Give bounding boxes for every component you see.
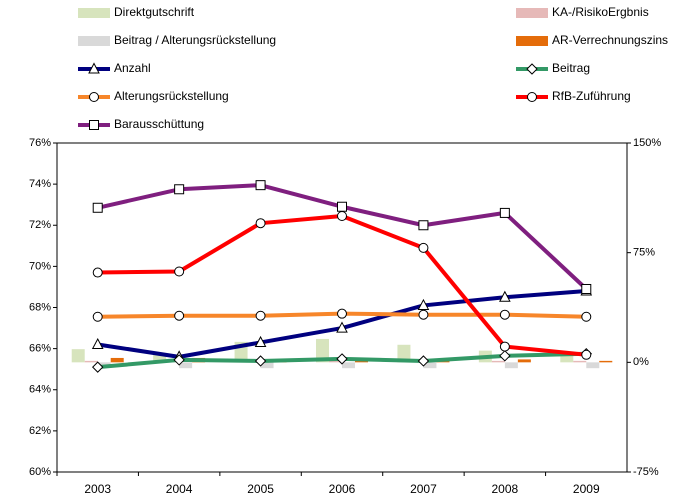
legend-label: AR-Verrechnungszins bbox=[552, 33, 668, 47]
marker bbox=[499, 309, 510, 320]
bar bbox=[397, 344, 411, 363]
y-tick-label: 72% bbox=[29, 219, 51, 231]
bar bbox=[316, 338, 329, 363]
bar bbox=[517, 359, 531, 363]
legend-label: Direktgutschrift bbox=[114, 5, 195, 19]
bar bbox=[491, 360, 505, 363]
legend-label: Alterungsrückstellung bbox=[114, 89, 229, 103]
y-tick-label: 74% bbox=[29, 178, 51, 190]
marker bbox=[92, 311, 103, 322]
line bbox=[97, 213, 587, 357]
marker bbox=[581, 283, 592, 294]
legend-marker bbox=[89, 92, 99, 102]
marker bbox=[418, 220, 429, 231]
legend-label: Anzahl bbox=[114, 61, 151, 75]
y-tick-label: 64% bbox=[29, 384, 51, 396]
marker bbox=[255, 180, 266, 191]
x-tick-label: 2005 bbox=[247, 482, 274, 496]
marker bbox=[418, 309, 429, 320]
y2-tick-label: 150% bbox=[633, 137, 661, 149]
marker bbox=[92, 267, 103, 278]
legend-swatch bbox=[516, 8, 548, 18]
y-tick-label: 60% bbox=[29, 466, 51, 478]
marker bbox=[174, 266, 185, 277]
legend-swatch bbox=[516, 36, 548, 46]
x-tick-label: 2009 bbox=[573, 482, 600, 496]
legend-swatch bbox=[78, 36, 110, 46]
marker bbox=[254, 335, 267, 347]
x-tick-label: 2008 bbox=[492, 482, 519, 496]
marker bbox=[255, 310, 266, 321]
marker bbox=[337, 308, 347, 319]
marker bbox=[499, 207, 510, 218]
y2-tick-label: -75% bbox=[633, 466, 659, 478]
y-tick-label: 66% bbox=[29, 343, 51, 355]
marker bbox=[418, 242, 429, 253]
legend-label: Barausschüttung bbox=[114, 117, 204, 131]
bar bbox=[423, 362, 437, 369]
marker bbox=[337, 210, 347, 221]
x-tick-label: 2004 bbox=[166, 482, 193, 496]
bar bbox=[71, 349, 85, 363]
legend-marker bbox=[526, 63, 538, 75]
y2-tick-label: 75% bbox=[633, 247, 655, 259]
y-tick-label: 62% bbox=[29, 425, 51, 437]
legend-marker bbox=[89, 120, 99, 130]
bar bbox=[599, 360, 613, 363]
marker bbox=[581, 349, 592, 360]
legend-label: Beitrag bbox=[552, 61, 590, 75]
marker bbox=[255, 218, 266, 229]
marker bbox=[499, 350, 511, 362]
bar bbox=[84, 360, 98, 363]
legend-marker bbox=[527, 92, 537, 102]
bar bbox=[342, 362, 355, 369]
legend-label: RfB-Zuführung bbox=[552, 89, 631, 103]
marker bbox=[91, 337, 104, 350]
bar bbox=[560, 352, 574, 363]
plot-area bbox=[56, 142, 628, 473]
bar bbox=[260, 362, 274, 369]
legend-label: Beitrag / Alterungsrückstellung bbox=[114, 33, 276, 47]
bar bbox=[179, 362, 193, 369]
marker bbox=[174, 310, 185, 321]
x-tick-label: 2006 bbox=[329, 482, 356, 496]
marker bbox=[174, 184, 185, 195]
marker bbox=[499, 290, 511, 302]
legend-marker bbox=[88, 62, 100, 74]
bar bbox=[97, 362, 111, 367]
bar bbox=[586, 362, 600, 369]
legend-swatch bbox=[78, 8, 110, 18]
marker bbox=[336, 353, 348, 365]
bar bbox=[504, 362, 518, 369]
bar bbox=[110, 357, 124, 363]
marker bbox=[581, 311, 592, 322]
marker bbox=[254, 355, 267, 367]
bar bbox=[329, 360, 342, 363]
marker bbox=[173, 354, 185, 366]
marker bbox=[92, 361, 104, 373]
marker bbox=[417, 355, 430, 367]
x-tick-label: 2007 bbox=[410, 482, 437, 496]
marker bbox=[336, 321, 348, 333]
legend-label: KA-/RisikoErgbnis bbox=[552, 5, 649, 19]
bar bbox=[153, 355, 167, 363]
marker bbox=[337, 201, 347, 212]
bar bbox=[573, 360, 587, 363]
y2-tick-label: 0% bbox=[633, 356, 649, 368]
marker bbox=[499, 341, 510, 352]
y-tick-label: 76% bbox=[29, 137, 51, 149]
x-tick-label: 2003 bbox=[84, 482, 111, 496]
marker bbox=[92, 202, 103, 213]
marker bbox=[417, 298, 430, 310]
y-tick-label: 70% bbox=[29, 260, 51, 272]
y-tick-label: 68% bbox=[29, 301, 51, 313]
